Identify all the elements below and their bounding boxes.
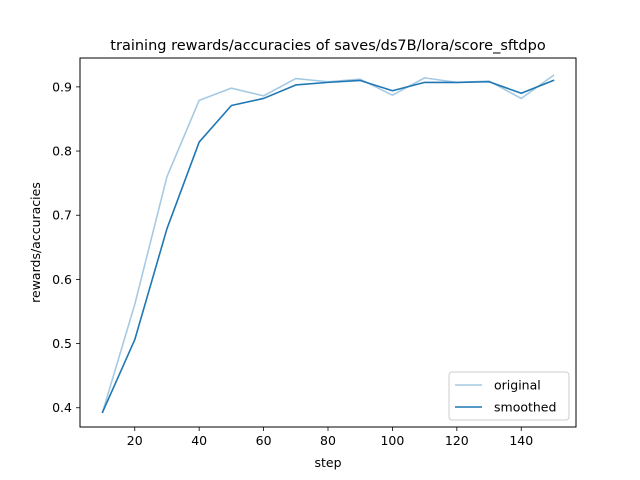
legend-label-smoothed: smoothed	[494, 400, 556, 415]
legend-label-original: original	[494, 378, 541, 393]
x-axis-label: step	[314, 455, 341, 470]
y-tick-label: 0.7	[52, 208, 72, 223]
y-tick-label: 0.4	[52, 400, 72, 415]
y-tick-label: 0.8	[52, 144, 72, 159]
plot-area: 20 40 60 80 100 120 140 0.4 0.5 0.6 0.7 0.8 0.9	[52, 57, 577, 448]
chart-title: training rewards/accuracies of saves/ds7…	[110, 38, 546, 54]
x-axis-ticks: 20 40 60 80 100 120 140	[127, 427, 533, 448]
y-tick-label: 0.5	[52, 336, 72, 351]
x-tick-label: 60	[256, 433, 272, 448]
y-tick-label: 0.9	[52, 79, 72, 94]
series-line-smoothed	[101, 79, 555, 414]
y-axis-label: rewards/accuracies	[28, 182, 43, 303]
x-tick-label: 140	[509, 433, 533, 448]
series-group	[101, 74, 555, 414]
legend: original smoothed	[448, 371, 570, 421]
x-tick-label: 100	[380, 433, 404, 448]
y-tick-label: 0.6	[52, 272, 72, 287]
legend-box	[448, 371, 570, 421]
x-tick-label: 20	[127, 433, 143, 448]
x-tick-label: 40	[191, 433, 207, 448]
x-tick-label: 120	[445, 433, 469, 448]
axes-frame	[79, 57, 577, 428]
y-axis-ticks: 0.4 0.5 0.6 0.7 0.8 0.9	[52, 79, 80, 415]
x-tick-label: 80	[320, 433, 336, 448]
